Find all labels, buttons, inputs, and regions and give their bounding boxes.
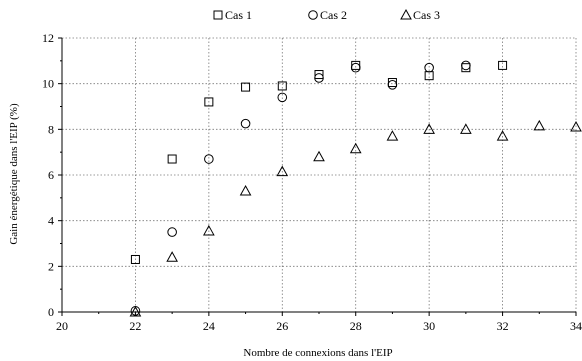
x-tick-label: 26 <box>276 319 288 333</box>
point-circle <box>167 227 177 237</box>
point-triangle <box>349 142 362 154</box>
x-tick-label: 32 <box>497 319 509 333</box>
point-triangle <box>423 123 435 134</box>
y-tick-label: 10 <box>42 77 54 91</box>
point-square <box>498 60 508 70</box>
legend: Cas 1 Cas 2 Cas 3 <box>213 8 440 22</box>
point-circle <box>204 154 214 164</box>
point-square <box>277 81 287 91</box>
grid <box>62 37 577 312</box>
x-tick-label: 24 <box>203 319 215 333</box>
y-tick-label: 2 <box>48 259 54 273</box>
legend-marker-triangle <box>400 8 412 20</box>
point-circle <box>240 118 251 129</box>
point-circle <box>350 62 361 73</box>
point-triangle <box>203 224 215 236</box>
legend-label: Cas 2 <box>320 8 347 22</box>
point-triangle <box>386 130 399 141</box>
x-tick-labels: 20 22 24 26 28 30 32 34 <box>56 319 582 333</box>
point-square <box>314 70 324 80</box>
point-triangle <box>239 184 252 196</box>
point-triangle <box>533 119 546 131</box>
legend-label: Cas 1 <box>225 8 252 22</box>
point-triangle <box>166 251 178 262</box>
point-triangle <box>313 150 325 162</box>
point-triangle <box>496 130 509 141</box>
point-square <box>167 154 177 164</box>
y-axis-title: Gain énergétique dans l'EIP (%) <box>8 103 20 245</box>
y-tick-label: 0 <box>48 305 54 319</box>
point-triangle <box>276 165 289 177</box>
point-square <box>461 63 471 73</box>
y-tick-label: 6 <box>48 168 54 182</box>
point-triangle <box>570 121 582 132</box>
point-square <box>130 254 140 264</box>
data-points <box>129 60 582 317</box>
y-tick-label: 12 <box>42 31 54 45</box>
point-circle <box>424 62 434 73</box>
series-cas-2 <box>130 60 471 316</box>
y-tick-labels: 0 2 4 6 8 10 12 <box>42 31 54 319</box>
point-square <box>424 71 434 81</box>
point-circle <box>314 73 324 83</box>
point-circle <box>277 92 288 103</box>
series-cas-3 <box>129 119 582 317</box>
x-tick-label: 20 <box>56 319 68 333</box>
x-tick-label: 28 <box>350 319 362 333</box>
point-circle <box>387 80 398 90</box>
legend-marker-circle <box>308 10 318 20</box>
point-circle <box>461 60 471 71</box>
legend-item: Cas 1 <box>213 8 252 22</box>
point-square <box>204 97 214 107</box>
axes <box>58 37 577 316</box>
x-tick-label: 22 <box>129 319 141 333</box>
series-cas-1 <box>130 60 508 264</box>
x-tick-label: 30 <box>423 319 435 333</box>
x-axis-title: Nombre de connexions dans l'EIP <box>243 347 392 359</box>
y-tick-label: 8 <box>48 122 54 136</box>
point-triangle <box>460 123 472 134</box>
x-tick-label: 34 <box>570 319 582 333</box>
legend-item: Cas 2 <box>308 8 347 22</box>
point-square <box>387 78 397 88</box>
y-tick-label: 4 <box>48 214 54 228</box>
point-triangle <box>129 305 142 317</box>
legend-marker-square <box>213 10 223 20</box>
legend-label: Cas 3 <box>413 8 440 22</box>
legend-item: Cas 3 <box>400 8 440 22</box>
point-square <box>241 82 251 92</box>
